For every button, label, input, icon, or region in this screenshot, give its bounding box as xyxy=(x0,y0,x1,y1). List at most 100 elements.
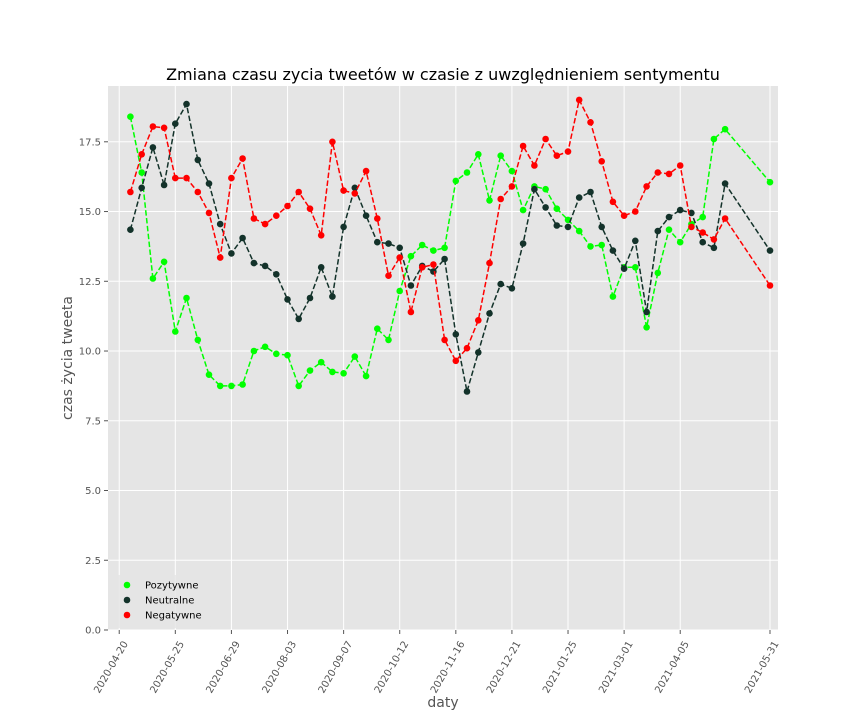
data-point xyxy=(239,381,246,388)
data-point xyxy=(273,350,280,358)
data-point xyxy=(766,282,774,289)
data-point xyxy=(340,223,347,231)
data-point xyxy=(508,183,516,190)
data-point xyxy=(183,174,190,182)
data-point xyxy=(295,382,303,390)
data-point xyxy=(643,324,650,331)
data-point xyxy=(295,188,303,196)
data-point xyxy=(295,315,303,323)
data-point xyxy=(531,162,538,169)
data-point xyxy=(205,209,213,217)
data-point xyxy=(609,293,617,300)
y-tick-label: 12.5 xyxy=(79,277,101,288)
data-point xyxy=(149,275,157,282)
data-point xyxy=(317,232,325,239)
data-point xyxy=(351,353,359,360)
data-point xyxy=(127,188,134,196)
data-point xyxy=(699,238,706,246)
data-point xyxy=(306,294,314,302)
data-point xyxy=(160,181,168,189)
data-point xyxy=(587,188,594,196)
data-point xyxy=(250,347,258,355)
data-point xyxy=(396,254,404,261)
data-point xyxy=(643,183,650,190)
data-point xyxy=(362,372,370,380)
data-point xyxy=(463,344,471,352)
data-point xyxy=(183,294,190,302)
data-point xyxy=(688,223,695,231)
data-point xyxy=(216,254,224,261)
data-point xyxy=(632,208,639,215)
data-point xyxy=(385,240,392,247)
data-point xyxy=(766,178,774,186)
data-point xyxy=(441,336,448,344)
data-point xyxy=(564,223,572,231)
data-point xyxy=(362,167,370,175)
data-point xyxy=(598,158,605,165)
data-point xyxy=(374,325,381,333)
data-point xyxy=(138,151,145,158)
data-point xyxy=(721,180,729,187)
data-point xyxy=(273,212,280,219)
data-point xyxy=(430,261,437,268)
data-point xyxy=(531,185,538,193)
data-point xyxy=(710,236,718,243)
x-axis-label: daty xyxy=(427,695,458,711)
y-tick-label: 15.0 xyxy=(79,207,101,218)
data-point xyxy=(463,388,471,395)
data-point xyxy=(329,368,336,376)
series-3 xyxy=(127,96,774,365)
data-point xyxy=(452,357,460,365)
data-point xyxy=(284,202,291,210)
data-point xyxy=(284,296,291,303)
data-point xyxy=(261,262,269,270)
data-point xyxy=(317,264,325,271)
data-point xyxy=(710,244,718,252)
data-point xyxy=(553,205,561,212)
data-point xyxy=(250,259,258,267)
data-point xyxy=(676,238,684,246)
data-point xyxy=(542,135,549,143)
data-point xyxy=(273,271,280,278)
data-point xyxy=(486,197,493,204)
data-point xyxy=(654,169,662,176)
data-point xyxy=(699,213,706,221)
data-point xyxy=(127,113,134,120)
data-point xyxy=(721,215,729,222)
data-point xyxy=(452,331,460,338)
data-point xyxy=(205,371,213,379)
series-2 xyxy=(127,100,774,395)
legend: Pozytywne Neutralne Negatywne xyxy=(114,575,211,628)
data-point xyxy=(441,255,448,263)
data-point xyxy=(654,269,662,277)
data-point xyxy=(385,272,392,280)
data-point xyxy=(654,227,662,235)
data-point xyxy=(665,226,673,233)
data-point xyxy=(463,169,471,176)
data-point xyxy=(643,308,650,316)
data-point xyxy=(261,343,269,351)
data-point xyxy=(508,285,516,292)
y-tick-label: 2.5 xyxy=(85,556,101,567)
data-point xyxy=(575,194,583,201)
data-point xyxy=(216,220,224,228)
data-point xyxy=(329,293,336,300)
data-point xyxy=(362,212,370,219)
data-point xyxy=(497,152,505,159)
data-point xyxy=(284,351,291,359)
legend-marker xyxy=(123,611,131,619)
data-point xyxy=(127,226,134,233)
data-point xyxy=(418,241,426,249)
data-point xyxy=(149,144,157,151)
data-point xyxy=(172,120,179,127)
data-point xyxy=(138,169,145,176)
data-point xyxy=(710,135,718,143)
data-point xyxy=(340,187,347,194)
y-axis-ticks: 0.0 2.5 5.0 7.5 10.0 12.5 15.0 17.5 xyxy=(79,137,108,637)
data-point xyxy=(340,370,347,377)
data-point xyxy=(676,162,684,169)
data-point xyxy=(452,177,460,185)
data-point xyxy=(475,317,482,324)
data-point xyxy=(306,205,314,212)
